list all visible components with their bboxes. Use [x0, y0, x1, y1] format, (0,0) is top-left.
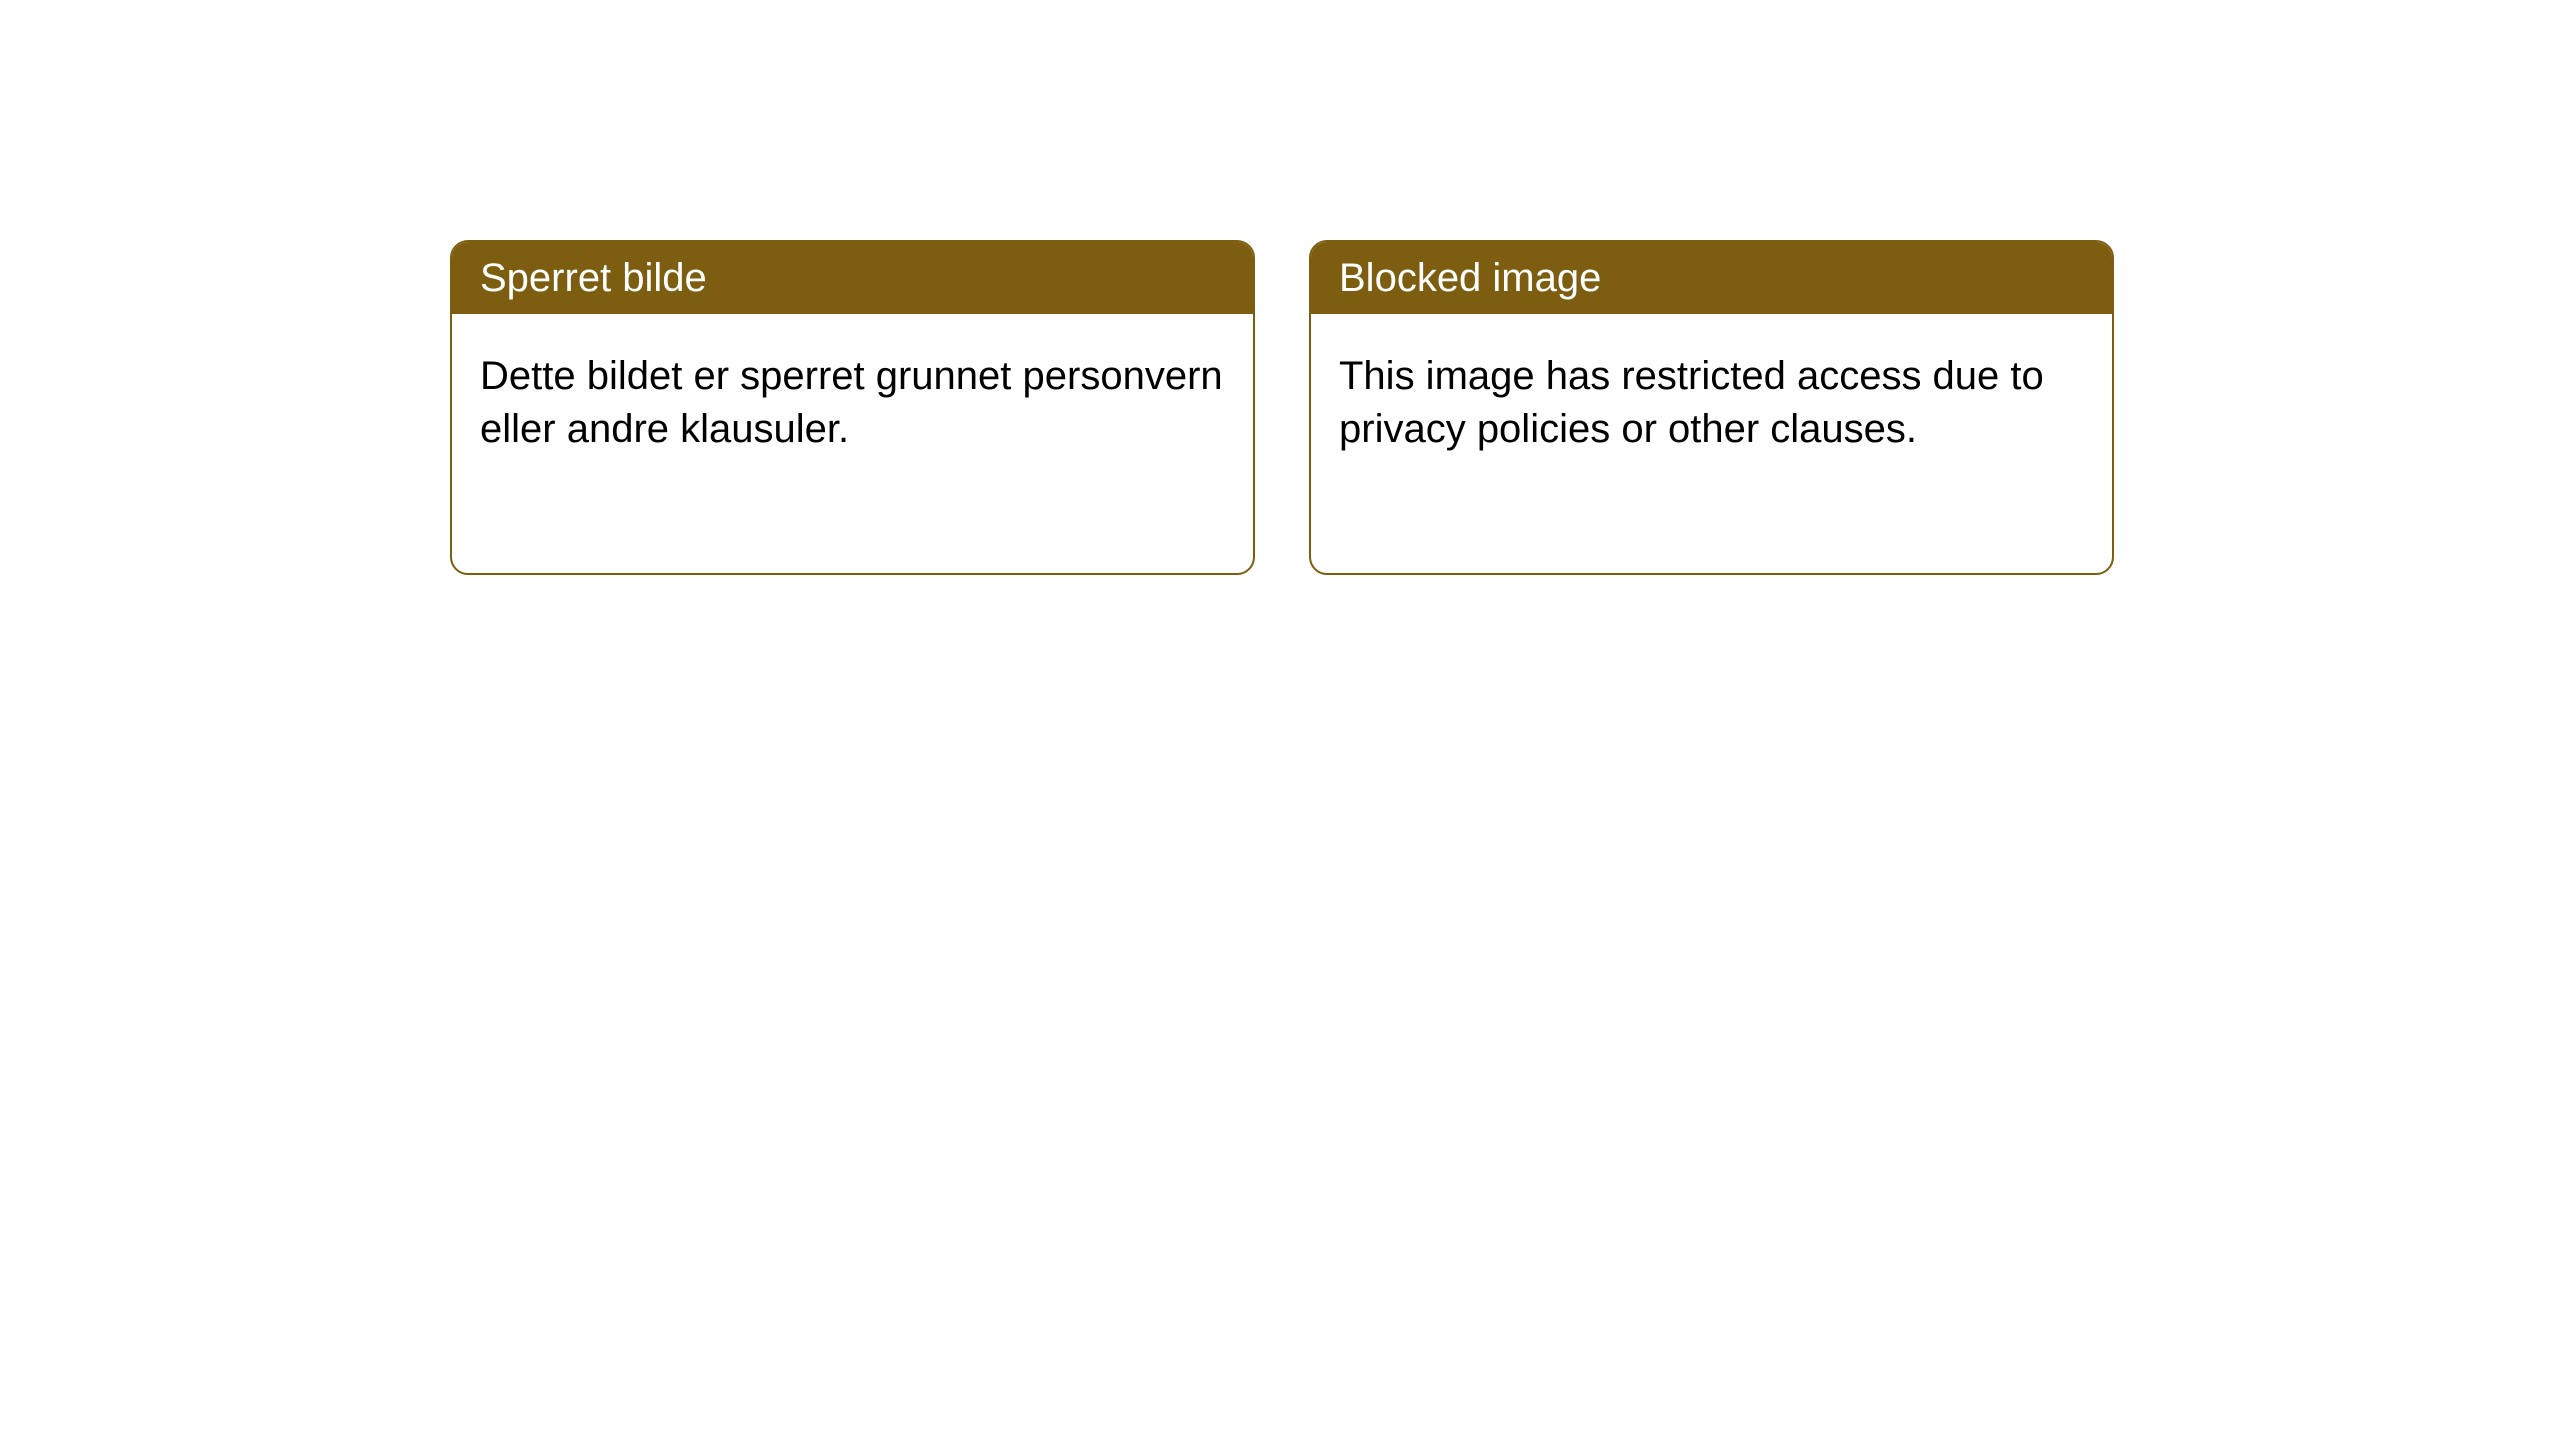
notice-card-norwegian: Sperret bilde Dette bildet er sperret gr… — [450, 240, 1255, 575]
notice-header: Blocked image — [1311, 242, 2112, 314]
notice-container: Sperret bilde Dette bildet er sperret gr… — [450, 240, 2114, 575]
notice-body: This image has restricted access due to … — [1311, 314, 2112, 492]
notice-body: Dette bildet er sperret grunnet personve… — [452, 314, 1253, 492]
notice-header: Sperret bilde — [452, 242, 1253, 314]
notice-card-english: Blocked image This image has restricted … — [1309, 240, 2114, 575]
